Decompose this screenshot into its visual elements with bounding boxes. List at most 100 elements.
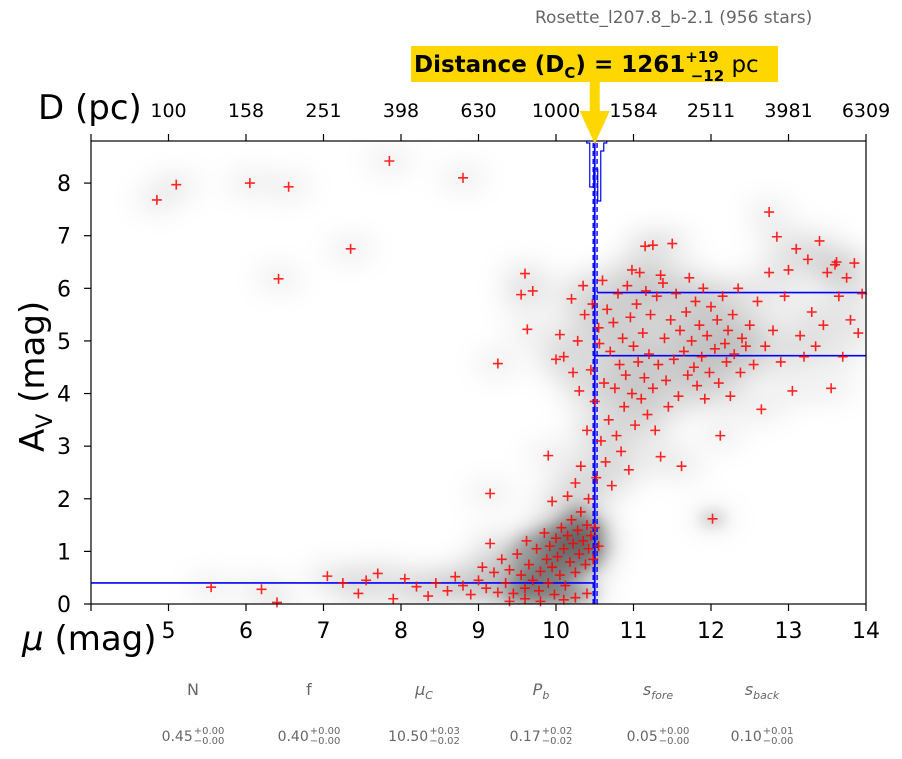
star-marker [485, 488, 496, 499]
star-marker [833, 291, 844, 302]
star-marker [450, 571, 461, 582]
star-marker [512, 549, 523, 560]
star-marker [322, 571, 333, 582]
star-marker [799, 351, 809, 362]
star-marker [661, 375, 672, 386]
x-tick-label: 5 [162, 619, 176, 644]
star-marker [668, 354, 679, 365]
star-marker [752, 296, 763, 307]
star-marker [609, 383, 620, 394]
star-marker [570, 477, 581, 488]
star-marker [384, 155, 395, 166]
star-marker [690, 296, 701, 307]
star-marker [473, 575, 484, 586]
star-marker [411, 581, 422, 592]
star-marker [760, 341, 771, 352]
star-marker [549, 589, 560, 600]
star-marker [688, 362, 699, 373]
star-marker [733, 283, 744, 294]
star-marker [500, 577, 511, 588]
star-marker [712, 314, 723, 325]
star-marker [636, 393, 647, 404]
top-tick-label: 398 [383, 100, 419, 122]
top-tick-label: 1000 [532, 100, 580, 122]
param-name: f [306, 680, 312, 699]
star-marker [655, 451, 666, 462]
star-marker [837, 351, 848, 362]
star-marker [597, 275, 608, 286]
star-marker [628, 341, 639, 352]
star-marker [719, 338, 730, 349]
star-marker [783, 264, 794, 275]
star-marker [521, 535, 532, 546]
star-marker [442, 585, 453, 596]
star-marker [558, 594, 569, 605]
star-marker [527, 285, 538, 296]
star-marker [735, 367, 746, 378]
star-marker [622, 280, 633, 291]
star-marker [715, 430, 726, 441]
star-marker [657, 278, 668, 289]
star-marker [430, 577, 441, 588]
star-marker [458, 580, 468, 591]
star-marker [587, 299, 598, 310]
star-marker [520, 268, 530, 279]
figure-title: Rosette_l207.8_b-2.1 (956 stars) [535, 8, 813, 28]
x-tick-label: 13 [775, 619, 803, 644]
star-marker [727, 309, 738, 320]
star-marker [582, 520, 592, 531]
star-marker [619, 401, 630, 412]
star-marker [605, 346, 616, 357]
star-marker [706, 301, 716, 312]
star-marker [831, 257, 842, 268]
param-name: sfore [642, 680, 674, 703]
star-marker [717, 291, 728, 302]
x-tick-label: 7 [317, 619, 331, 644]
y-tick-label: 5 [57, 330, 71, 355]
star-marker [345, 243, 356, 254]
star-marker [594, 338, 605, 349]
star-marker [388, 593, 399, 604]
star-marker [640, 241, 651, 252]
star-marker [539, 527, 550, 538]
star-marker [626, 264, 637, 275]
star-marker [699, 393, 710, 404]
star-marker [613, 288, 623, 299]
star-marker [663, 401, 674, 412]
star-marker [631, 299, 642, 310]
top-tick-label: 158 [228, 100, 264, 122]
density-shading [134, 151, 866, 604]
annotation-text: Distance (DC) = 1261+19 −12 pc [414, 48, 759, 85]
star-marker [625, 312, 636, 323]
star-marker [667, 238, 678, 249]
star-marker [547, 562, 558, 573]
x-tick-label: 14 [852, 619, 880, 644]
star-marker [543, 577, 554, 588]
star-marker [372, 568, 383, 579]
star-marker [508, 588, 519, 599]
density-blob [840, 284, 866, 303]
param-value: 0.40 +0.00 −0.00 [277, 726, 341, 747]
top-tick-label: 251 [305, 100, 341, 122]
star-marker [151, 194, 162, 205]
star-marker [535, 596, 546, 607]
x-tick-label: 10 [542, 619, 570, 644]
star-marker [647, 383, 658, 394]
star-marker [558, 543, 569, 554]
star-marker [676, 461, 687, 472]
star-marker [650, 425, 661, 436]
star-marker [522, 324, 533, 335]
y-tick-label: 1 [57, 540, 71, 565]
star-marker [399, 573, 410, 584]
star-marker [600, 456, 611, 467]
top-tick-label: 1584 [609, 100, 657, 122]
data-points [151, 155, 868, 608]
star-marker [477, 562, 488, 573]
param-name: μC [415, 680, 433, 703]
star-marker [681, 306, 692, 317]
star-marker [637, 328, 648, 339]
star-marker [849, 258, 860, 269]
star-marker [585, 364, 596, 375]
star-marker [570, 592, 581, 603]
